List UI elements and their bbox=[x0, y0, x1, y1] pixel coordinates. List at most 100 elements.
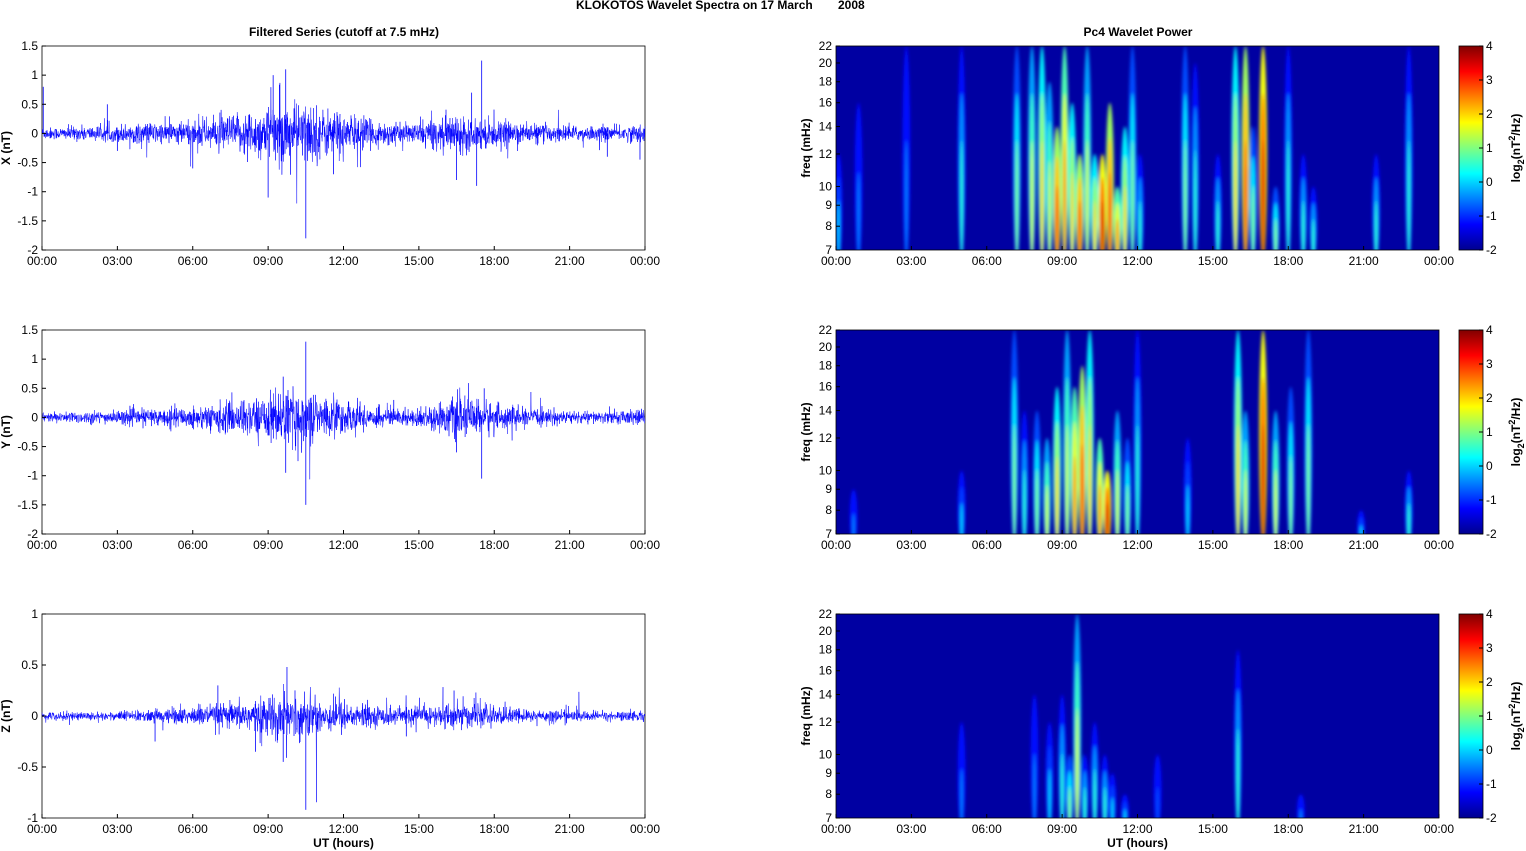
freq-tick-label: 7 bbox=[825, 527, 832, 541]
power-streak bbox=[1060, 753, 1064, 818]
freq-tick-label: 9 bbox=[825, 482, 832, 496]
power-streak bbox=[1045, 484, 1049, 534]
colorbar-tick-label: -1 bbox=[1486, 493, 1497, 507]
power-streak bbox=[837, 200, 840, 250]
freq-tick-label: 14 bbox=[819, 404, 833, 418]
colorbar-label-part: 2 bbox=[1516, 443, 1526, 448]
series-line-Y bbox=[41, 383, 646, 480]
wavelet-heatmap-Y: 7 8 9 10 12 14 16 18 20 22 00:00 03:00 06:00 09:00 12:… bbox=[799, 323, 1454, 552]
wavelet-heatmap-X: 7 8 9 10 12 14 16 18 20 22 00:00 03:00 06:00 09:00 12:… bbox=[799, 39, 1454, 268]
power-streak bbox=[1065, 424, 1069, 534]
freq-tick-label: 22 bbox=[819, 39, 833, 53]
power-streak bbox=[1080, 444, 1084, 534]
freq-tick-label: 12 bbox=[819, 147, 833, 161]
x-tick-label: 15:00 bbox=[1198, 254, 1228, 268]
freq-tick-label: 8 bbox=[825, 503, 832, 517]
y-tick-label: -1.5 bbox=[17, 214, 38, 228]
power-streak bbox=[1307, 424, 1310, 534]
freq-tick-label: 10 bbox=[819, 747, 833, 761]
x-tick-label: 03:00 bbox=[896, 254, 926, 268]
heatmap-background bbox=[836, 614, 1439, 818]
power-streak bbox=[1123, 185, 1127, 250]
colorbar-label: log2(nT2/Hz) bbox=[1507, 682, 1526, 751]
x-tick-label: 15:00 bbox=[404, 254, 434, 268]
x-tick-label: 03:00 bbox=[896, 822, 926, 836]
freq-tick-label: 14 bbox=[819, 688, 833, 702]
freq-tick-label: 16 bbox=[819, 380, 833, 394]
figure-title: KLOKOTOS Wavelet Spectra on 17 March bbox=[576, 0, 813, 12]
wavelet-heatmap-Z: 7 8 9 10 12 14 16 18 20 22 00:00 03:00 06:00 09:00 12:… bbox=[799, 607, 1454, 850]
y-axis-label: X (nT) bbox=[0, 131, 13, 165]
x-tick-label: 18:00 bbox=[1273, 822, 1303, 836]
x-axis-label: UT (hours) bbox=[313, 836, 374, 850]
freq-tick-label: 20 bbox=[819, 340, 833, 354]
power-streak bbox=[1261, 140, 1265, 250]
power-streak bbox=[1098, 484, 1102, 534]
colorbar-label-part: (nT bbox=[1509, 708, 1523, 727]
x-tick-label: 18:00 bbox=[479, 254, 509, 268]
power-streak bbox=[1299, 809, 1303, 818]
power-streak bbox=[852, 513, 855, 534]
x-tick-label: 15:00 bbox=[404, 822, 434, 836]
power-streak bbox=[1111, 797, 1114, 818]
x-tick-label: 06:00 bbox=[178, 822, 208, 836]
x-axis-label: UT (hours) bbox=[1107, 836, 1168, 850]
power-streak bbox=[1183, 140, 1187, 250]
colorbar-tick-label: -2 bbox=[1486, 811, 1497, 825]
power-streak bbox=[960, 768, 963, 818]
y-tick-label: 0 bbox=[31, 709, 38, 723]
power-streak bbox=[1068, 786, 1071, 818]
power-streak bbox=[1013, 424, 1016, 534]
left-column-title: Filtered Series (cutoff at 7.5 mHz) bbox=[249, 25, 439, 39]
power-streak bbox=[1023, 469, 1026, 534]
y-axis-label: Y (nT) bbox=[0, 415, 13, 449]
power-streak bbox=[1407, 140, 1411, 250]
colorbar-label-part: 2 bbox=[1507, 420, 1517, 425]
x-tick-label: 00:00 bbox=[1424, 538, 1454, 552]
power-streak bbox=[1063, 140, 1066, 250]
x-tick-label: 06:00 bbox=[178, 254, 208, 268]
power-streak bbox=[1156, 786, 1159, 818]
power-streak bbox=[1244, 469, 1247, 534]
y-tick-label: -0.5 bbox=[17, 440, 38, 454]
freq-tick-label: 9 bbox=[825, 198, 832, 212]
plot-area bbox=[41, 329, 646, 535]
x-tick-label: 00:00 bbox=[821, 822, 851, 836]
colorbar-tick-label: 4 bbox=[1486, 323, 1493, 337]
x-tick-label: 09:00 bbox=[253, 822, 283, 836]
x-tick-label: 03:00 bbox=[102, 538, 132, 552]
freq-tick-label: 18 bbox=[819, 359, 833, 373]
colorbar-label-part: 2 bbox=[1516, 159, 1526, 164]
heatmap-cells bbox=[836, 46, 1413, 250]
colorbar-tick-label: 2 bbox=[1486, 675, 1493, 689]
x-tick-label: 18:00 bbox=[479, 538, 509, 552]
power-streak bbox=[1274, 218, 1277, 250]
power-streak bbox=[960, 140, 963, 250]
y-tick-label: 0 bbox=[31, 126, 38, 140]
power-streak bbox=[1234, 140, 1237, 250]
freq-tick-label: 14 bbox=[819, 120, 833, 134]
x-tick-label: 18:00 bbox=[1273, 538, 1303, 552]
x-tick-label: 15:00 bbox=[1198, 822, 1228, 836]
colorbar-tick-label: -1 bbox=[1486, 777, 1497, 791]
power-streak bbox=[1126, 484, 1129, 534]
colorbar-tick-label: 3 bbox=[1486, 641, 1493, 655]
x-tick-label: 21:00 bbox=[1349, 254, 1379, 268]
power-streak bbox=[1070, 171, 1074, 250]
freq-tick-label: 10 bbox=[819, 179, 833, 193]
colorbar-tick-label: -1 bbox=[1486, 209, 1497, 223]
x-tick-label: 09:00 bbox=[1047, 822, 1077, 836]
freq-tick-label: 22 bbox=[819, 323, 833, 337]
series-line-Z bbox=[41, 683, 646, 803]
x-tick-label: 00:00 bbox=[1424, 254, 1454, 268]
power-streak bbox=[1274, 469, 1277, 534]
power-streak bbox=[1078, 200, 1082, 250]
timeseries-panel-Y: -2 -1.5 -1 -0.5 0 0.5 1 1.5 00:00 03:00 06:00 09:00… bbox=[0, 323, 660, 552]
freq-tick-label: 12 bbox=[819, 431, 833, 445]
y-tick-label: 1 bbox=[31, 607, 38, 621]
power-streak bbox=[1116, 218, 1119, 250]
power-streak bbox=[1138, 200, 1142, 250]
